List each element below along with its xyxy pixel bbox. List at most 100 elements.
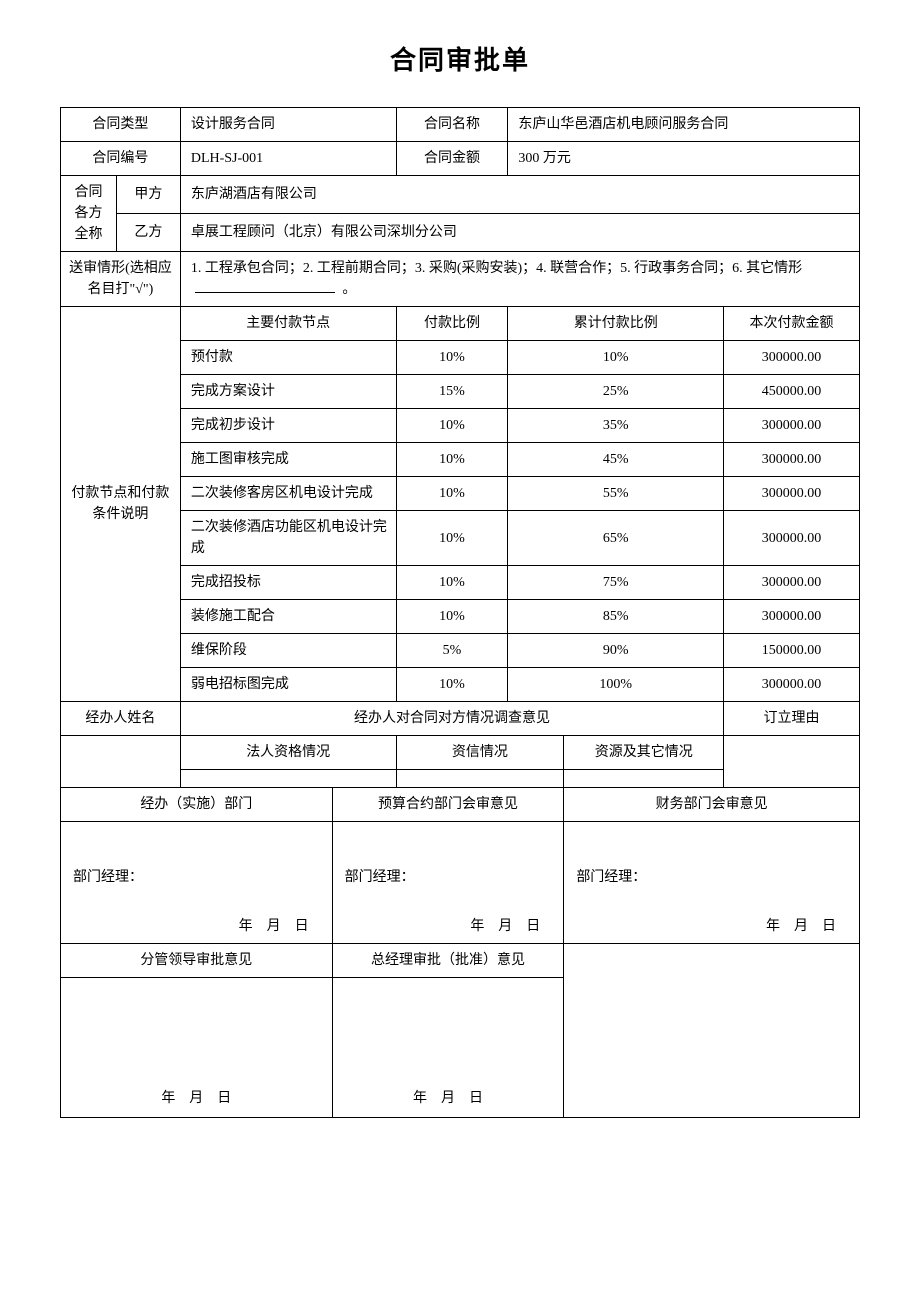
payment-amount: 300000.00 [724,566,860,600]
payment-row: 二次装修酒店功能区机电设计完成 10% 65% 300000.00 [61,511,860,566]
review-case-text: 1. 工程承包合同；2. 工程前期合同；3. 采购(采购安装)；4. 联营合作；… [191,261,802,276]
payment-ratio: 10% [396,600,508,634]
sig-leader: 年 月 日 [61,978,333,1118]
label-review-case: 送审情形(选相应名目打"√") [61,252,181,307]
value-contract-number: DLH-SJ-001 [180,142,396,176]
review-case-blank [195,292,335,293]
payment-cumulative: 25% [508,375,724,409]
payment-node: 二次装修酒店功能区机电设计完成 [180,511,396,566]
payment-ratio: 15% [396,375,508,409]
label-main-payment-node: 主要付款节点 [180,307,396,341]
label-payment-section: 付款节点和付款条件说明 [61,307,181,702]
payment-node: 完成方案设计 [180,375,396,409]
payment-node: 完成初步设计 [180,409,396,443]
date-line: 年 月 日 [73,916,324,937]
label-cumulative-ratio: 累计付款比例 [508,307,724,341]
payment-node: 装修施工配合 [180,600,396,634]
label-resource-status: 资源及其它情况 [564,736,724,770]
value-credit-status [396,770,564,788]
value-handler-name [61,736,181,788]
approval-form-table: 合同类型 设计服务合同 合同名称 东庐山华邑酒店机电顾问服务合同 合同编号 DL… [60,107,860,1118]
value-contract-name: 东庐山华邑酒店机电顾问服务合同 [508,108,860,142]
payment-row: 维保阶段 5% 90% 150000.00 [61,634,860,668]
label-handling-dept: 经办（实施）部门 [61,788,333,822]
label-contract-type: 合同类型 [61,108,181,142]
label-credit-status: 资信情况 [396,736,564,770]
value-contract-amount: 300 万元 [508,142,860,176]
value-party-b: 卓展工程顾问（北京）有限公司深圳分公司 [180,214,859,252]
payment-node: 施工图审核完成 [180,443,396,477]
page-title: 合同审批单 [60,40,860,77]
payment-amount: 300000.00 [724,341,860,375]
payment-cumulative: 10% [508,341,724,375]
date-line: 年 月 日 [341,1088,556,1109]
label-gm-opinion: 总经理审批（批准）意见 [332,944,564,978]
label-handler-opinion: 经办人对合同对方情况调查意见 [180,702,723,736]
payment-amount: 300000.00 [724,409,860,443]
value-legal-status [180,770,396,788]
extra-right-block [564,944,860,1118]
payment-ratio: 5% [396,634,508,668]
payment-amount: 300000.00 [724,477,860,511]
sig-budget-dept: 部门经理： 年 月 日 [332,822,564,944]
payment-cumulative: 55% [508,477,724,511]
review-case-suffix: 。 [339,282,357,297]
payment-ratio: 10% [396,477,508,511]
payment-cumulative: 90% [508,634,724,668]
label-payment-amount: 本次付款金额 [724,307,860,341]
payment-ratio: 10% [396,409,508,443]
payment-cumulative: 35% [508,409,724,443]
value-review-case: 1. 工程承包合同；2. 工程前期合同；3. 采购(采购安装)；4. 联营合作；… [180,252,859,307]
label-reason: 订立理由 [724,702,860,736]
payment-amount: 300000.00 [724,443,860,477]
payment-cumulative: 100% [508,668,724,702]
payment-amount: 300000.00 [724,668,860,702]
label-budget-dept: 预算合约部门会审意见 [332,788,564,822]
payment-cumulative: 75% [508,566,724,600]
date-line: 年 月 日 [69,1088,324,1109]
label-finance-dept: 财务部门会审意见 [564,788,860,822]
payment-amount: 450000.00 [724,375,860,409]
label-payment-ratio: 付款比例 [396,307,508,341]
label-contract-amount: 合同金额 [396,142,508,176]
payment-ratio: 10% [396,566,508,600]
label-party-b: 乙方 [116,214,180,252]
payment-row: 二次装修客房区机电设计完成 10% 55% 300000.00 [61,477,860,511]
value-resource-status [564,770,724,788]
payment-node: 二次装修客房区机电设计完成 [180,477,396,511]
sig-handling-dept: 部门经理： 年 月 日 [61,822,333,944]
label-party-a: 甲方 [116,176,180,214]
dept-manager-label: 部门经理： [73,867,324,888]
payment-node: 维保阶段 [180,634,396,668]
payment-row: 弱电招标图完成 10% 100% 300000.00 [61,668,860,702]
date-line: 年 月 日 [345,916,556,937]
payment-cumulative: 45% [508,443,724,477]
label-leader-opinion: 分管领导审批意见 [61,944,333,978]
payment-node: 预付款 [180,341,396,375]
payment-row: 完成方案设计 15% 25% 450000.00 [61,375,860,409]
date-line: 年 月 日 [576,916,851,937]
label-legal-status: 法人资格情况 [180,736,396,770]
sig-gm: 年 月 日 [332,978,564,1118]
payment-ratio: 10% [396,443,508,477]
payment-ratio: 10% [396,341,508,375]
payment-row: 完成招投标 10% 75% 300000.00 [61,566,860,600]
payment-cumulative: 65% [508,511,724,566]
payment-row: 装修施工配合 10% 85% 300000.00 [61,600,860,634]
value-contract-type: 设计服务合同 [180,108,396,142]
payment-node: 弱电招标图完成 [180,668,396,702]
payment-amount: 300000.00 [724,511,860,566]
dept-manager-label: 部门经理： [345,867,556,888]
payment-amount: 300000.00 [724,600,860,634]
label-parties: 合同各方全称 [61,176,117,252]
payment-row: 预付款 10% 10% 300000.00 [61,341,860,375]
dept-manager-label: 部门经理： [576,867,851,888]
payment-row: 完成初步设计 10% 35% 300000.00 [61,409,860,443]
label-contract-name: 合同名称 [396,108,508,142]
value-party-a: 东庐湖酒店有限公司 [180,176,859,214]
value-reason [724,736,860,788]
label-handler-name: 经办人姓名 [61,702,181,736]
payment-ratio: 10% [396,668,508,702]
sig-finance-dept: 部门经理： 年 月 日 [564,822,860,944]
payment-cumulative: 85% [508,600,724,634]
